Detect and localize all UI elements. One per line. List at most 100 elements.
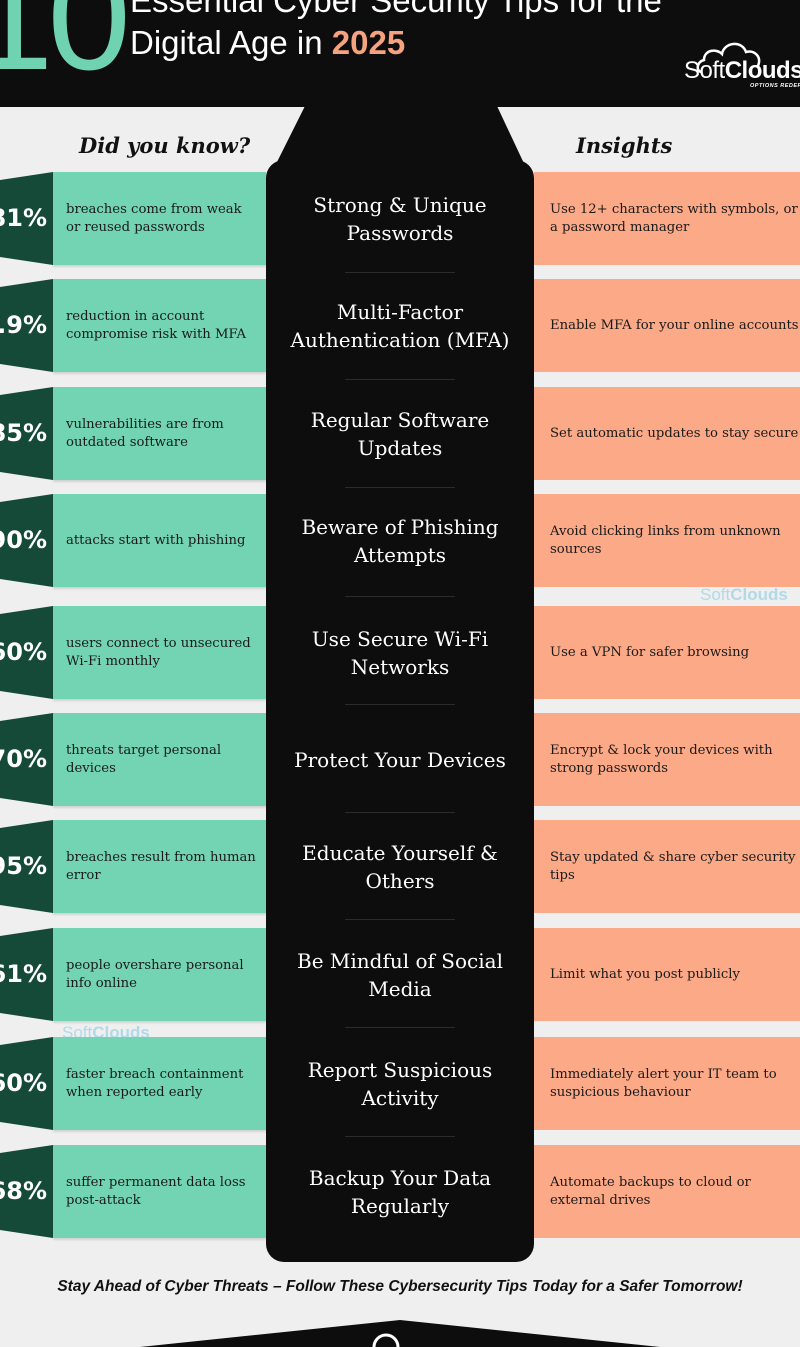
- footer-tagline: Stay Ahead of Cyber Threats – Follow The…: [57, 1278, 743, 1295]
- softclouds-watermark: SoftClouds: [62, 1023, 150, 1043]
- tip-title: Backup Your Data Regularly: [308, 1166, 492, 1218]
- fact-box: reduction in account compromise risk wit…: [53, 279, 266, 372]
- tip-title: Multi-Factor Authentication (MFA): [290, 300, 510, 352]
- tip-row-5: 60% users connect to unsecured Wi-Fi mon…: [0, 606, 800, 699]
- tip-row-8: 61% people overshare personal info onlin…: [0, 928, 800, 1021]
- stat-tab: 68%: [0, 1145, 53, 1238]
- center-connector-shape: [272, 106, 528, 172]
- insights-heading: Insights: [576, 133, 673, 158]
- stat-value: 61%: [0, 960, 47, 988]
- cloud-icon: [696, 42, 761, 74]
- insight-box: Limit what you post publicly: [534, 928, 800, 1021]
- tip-title-box: Be Mindful of Social Media: [266, 922, 534, 1028]
- tip-row-3: 85% vulnerabilities are from outdated so…: [0, 387, 800, 480]
- watermark-bold: Clouds: [92, 1023, 150, 1042]
- stat-tab: 95%: [0, 820, 53, 913]
- insight-text: Immediately alert your IT team to suspic…: [550, 1066, 777, 1100]
- tip-divider: [345, 487, 455, 488]
- tip-title-box: Report Suspicious Activity: [266, 1031, 534, 1137]
- tip-title-box: Protect Your Devices: [266, 707, 534, 813]
- insight-box: Use a VPN for safer browsing: [534, 606, 800, 699]
- tip-title: Report Suspicious Activity: [307, 1058, 493, 1110]
- fact-box: vulnerabilities are from outdated softwa…: [53, 387, 266, 480]
- tip-divider: [345, 919, 455, 920]
- stat-value: 90%: [0, 526, 47, 554]
- tip-row-2: 99.9% reduction in account compromise ri…: [0, 279, 800, 372]
- fact-text: faster breach containment when reported …: [66, 1066, 244, 1100]
- watermark-light: Soft: [62, 1023, 93, 1042]
- stat-value: 60%: [0, 1069, 47, 1097]
- tip-row-7: 95% breaches result from human error Edu…: [0, 820, 800, 913]
- fact-box: breaches result from human error: [53, 820, 266, 913]
- tip-row-6: 70% threats target personal devices Prot…: [0, 713, 800, 806]
- tip-title: Use Secure Wi-Fi Networks: [311, 627, 489, 679]
- fact-text: people overshare personal info online: [66, 957, 244, 991]
- insight-text: Use a VPN for safer browsing: [550, 644, 750, 660]
- fact-box: users connect to unsecured Wi-Fi monthly: [53, 606, 266, 699]
- stat-value: 85%: [0, 419, 47, 447]
- stat-tab: 81%: [0, 172, 53, 265]
- stat-tab: 60%: [0, 1037, 53, 1130]
- insight-text: Avoid clicking links from unknown source…: [550, 523, 781, 557]
- tip-title-box: Beware of Phishing Attempts: [266, 488, 534, 594]
- tip-title-box: Regular Software Updates: [266, 381, 534, 487]
- tip-divider: [345, 596, 455, 597]
- title-year: 2025: [331, 24, 406, 61]
- insight-box: Use 12+ characters with symbols, or a pa…: [534, 172, 800, 265]
- insight-box: Immediately alert your IT team to suspic…: [534, 1037, 800, 1130]
- fact-text: attacks start with phishing: [66, 532, 246, 548]
- insight-text: Encrypt & lock your devices with strong …: [550, 742, 773, 776]
- tip-divider: [345, 379, 455, 380]
- stat-value: 70%: [0, 745, 47, 773]
- logo-tagline: OPTIONS REDEFINED: [750, 83, 800, 89]
- tip-divider: [345, 1136, 455, 1137]
- tip-title-box: Use Secure Wi-Fi Networks: [266, 600, 534, 706]
- insight-box: Enable MFA for your online accounts: [534, 279, 800, 372]
- watermark-light: Soft: [700, 585, 731, 604]
- fact-text: vulnerabilities are from outdated softwa…: [66, 416, 224, 450]
- tip-title-box: Strong & Unique Passwords: [266, 166, 534, 272]
- did-you-know-heading: Did you know?: [79, 133, 251, 158]
- insight-text: Use 12+ characters with symbols, or a pa…: [550, 201, 798, 235]
- tip-title: Beware of Phishing Attempts: [301, 515, 499, 567]
- tip-divider: [345, 272, 455, 273]
- page-title: Essential Cyber Security Tips for the Di…: [130, 0, 662, 64]
- tip-title: Regular Software Updates: [310, 408, 490, 460]
- stat-value: 68%: [0, 1177, 47, 1205]
- tip-title: Educate Yourself & Others: [302, 841, 498, 893]
- stat-value: 81%: [0, 204, 47, 232]
- watermark-bold: Clouds: [730, 585, 788, 604]
- fact-box: suffer permanent data loss post-attack: [53, 1145, 266, 1238]
- insight-text: Enable MFA for your online accounts: [550, 317, 799, 333]
- bottom-chevron-shape: [140, 1320, 660, 1347]
- tip-divider: [345, 704, 455, 705]
- insight-text: Limit what you post publicly: [550, 966, 740, 982]
- stat-tab: 60%: [0, 606, 53, 699]
- fact-box: attacks start with phishing: [53, 494, 266, 587]
- stat-value: 60%: [0, 638, 47, 666]
- tip-title-box: Educate Yourself & Others: [266, 814, 534, 920]
- title-line-1: Essential Cyber Security Tips for the: [130, 0, 662, 19]
- title-number: 10: [0, 0, 131, 101]
- tip-title-box: Backup Your Data Regularly: [266, 1139, 534, 1245]
- fact-box: faster breach containment when reported …: [53, 1037, 266, 1130]
- tip-title-box: Multi-Factor Authentication (MFA): [266, 273, 534, 379]
- tip-title: Protect Your Devices: [294, 748, 506, 772]
- fact-text: threats target personal devices: [66, 742, 222, 776]
- insight-box: Set automatic updates to stay secure: [534, 387, 800, 480]
- title-line-2: Digital Age in 2025: [130, 22, 662, 64]
- insight-box: Encrypt & lock your devices with strong …: [534, 713, 800, 806]
- insight-box: Automate backups to cloud or external dr…: [534, 1145, 800, 1238]
- fact-text: suffer permanent data loss post-attack: [66, 1174, 246, 1208]
- fact-text: breaches result from human error: [66, 849, 256, 883]
- insight-box: Stay updated & share cyber security tips: [534, 820, 800, 913]
- logo-brand-bold: Clouds: [724, 57, 800, 84]
- header-banner: 10 Essential Cyber Security Tips for the…: [0, 0, 800, 107]
- tip-row-10: 68% suffer permanent data loss post-atta…: [0, 1145, 800, 1238]
- tip-divider: [345, 812, 455, 813]
- fact-box: people overshare personal info online: [53, 928, 266, 1021]
- title-line-2-text: Digital Age in: [130, 24, 332, 61]
- stat-value: 99.9%: [0, 311, 47, 339]
- stat-value: 95%: [0, 852, 47, 880]
- fact-text: breaches come from weak or reused passwo…: [66, 201, 242, 235]
